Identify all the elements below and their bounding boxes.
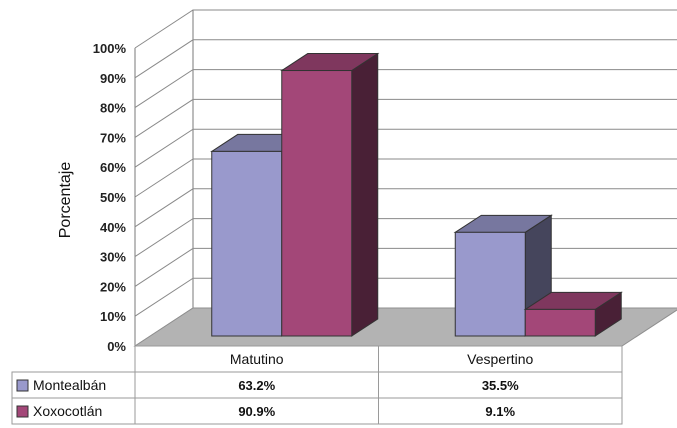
y-tick-label: 50% bbox=[100, 190, 126, 205]
y-axis-ticks: 0% 10% 20% 30% 40% 50% 60% 70% 80% 90% 100% bbox=[93, 41, 127, 354]
legend-series-name: Montealbán bbox=[33, 377, 106, 393]
bar-front bbox=[211, 150, 283, 337]
data-table-value: 90.9% bbox=[238, 404, 275, 419]
data-table: Matutino Vespertino Montealbán 63.2% 35.5% Xo… bbox=[11, 345, 623, 425]
y-tick-label: 30% bbox=[100, 250, 126, 265]
y-tick-label: 60% bbox=[100, 160, 126, 175]
y-axis-label: Porcentaje bbox=[57, 162, 74, 239]
legend-swatch bbox=[16, 379, 29, 392]
gridline bbox=[134, 188, 677, 228]
y-tick-label: 80% bbox=[100, 101, 126, 116]
y-tick-label: 40% bbox=[100, 220, 126, 235]
gridline bbox=[134, 128, 677, 168]
data-table-value: 35.5% bbox=[482, 378, 519, 393]
chart-bars bbox=[210, 52, 623, 337]
y-tick-label: 70% bbox=[100, 130, 126, 145]
legend-swatch bbox=[16, 405, 29, 418]
gridline bbox=[134, 158, 677, 198]
x-category-label: Vespertino bbox=[467, 351, 533, 367]
legend-series-name: Xoxocotlán bbox=[33, 403, 102, 419]
x-category-label: Matutino bbox=[230, 351, 284, 367]
y-tick-label: 90% bbox=[100, 71, 126, 86]
y-tick-label: 0% bbox=[107, 339, 126, 354]
gridline bbox=[134, 9, 677, 49]
bar-front bbox=[454, 231, 526, 337]
bar bbox=[280, 52, 380, 337]
bar-front bbox=[281, 70, 353, 337]
y-tick-label: 10% bbox=[100, 309, 126, 324]
data-table-value: 63.2% bbox=[238, 378, 275, 393]
data-table-value: 9.1% bbox=[485, 404, 515, 419]
gridline bbox=[134, 69, 677, 109]
bar-front bbox=[524, 308, 596, 337]
bar-side bbox=[351, 52, 379, 337]
gridline bbox=[134, 98, 677, 138]
bar bbox=[523, 291, 623, 337]
gridline bbox=[134, 39, 677, 79]
y-tick-label: 100% bbox=[93, 41, 127, 56]
y-tick-label: 20% bbox=[100, 279, 126, 294]
